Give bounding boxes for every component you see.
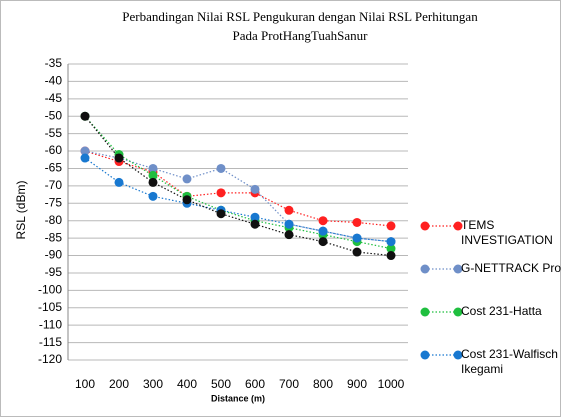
data-point <box>148 163 158 173</box>
series-line <box>84 157 392 243</box>
x-tick-label: 300 <box>143 377 163 391</box>
data-point <box>284 230 294 240</box>
x-tick-label: 500 <box>211 377 231 391</box>
x-axis-title: Distance (m) <box>211 393 265 403</box>
legend-marker <box>420 221 430 231</box>
data-point <box>80 146 90 156</box>
y-tick-label: -120 <box>38 352 62 366</box>
y-tick-label: -55 <box>45 126 63 140</box>
y-tick-label: -100 <box>38 283 62 297</box>
x-tick-label: 400 <box>177 377 197 391</box>
y-tick-label: -80 <box>45 213 63 227</box>
data-point <box>386 251 396 261</box>
legend-label: TEMS INVESTIGATION <box>461 218 553 247</box>
x-tick-label: 100 <box>75 377 95 391</box>
data-point <box>114 177 124 187</box>
y-axis-title: RSL (dBm) <box>14 181 28 240</box>
y-tick-label: -85 <box>45 230 63 244</box>
data-point <box>318 216 328 226</box>
data-point <box>284 219 294 229</box>
y-tick-label: -45 <box>45 91 63 105</box>
x-tick-label: 1000 <box>378 377 405 391</box>
y-tick-label: -65 <box>45 161 63 175</box>
legend-marker <box>453 307 463 317</box>
y-tick-label: -105 <box>38 300 62 314</box>
data-point <box>250 184 260 194</box>
data-point <box>148 177 158 187</box>
data-point <box>148 170 158 180</box>
y-tick-label: -50 <box>45 108 63 122</box>
data-point <box>284 205 294 215</box>
series-line <box>84 115 392 257</box>
y-tick-label: -115 <box>39 335 62 349</box>
data-point <box>352 233 362 243</box>
data-point <box>386 237 396 247</box>
y-tick-label: -70 <box>45 178 63 192</box>
legend-label: Cost 231-Walfisch Ikegami <box>461 347 558 376</box>
x-tick-label: 600 <box>245 377 265 391</box>
y-tick-label: -35 <box>45 56 63 70</box>
data-point <box>386 244 396 254</box>
data-point <box>148 191 158 201</box>
data-point <box>80 111 90 121</box>
data-point <box>114 153 124 163</box>
data-point <box>352 217 362 227</box>
data-point <box>216 163 226 173</box>
data-point <box>80 153 90 163</box>
chart-title: Perbandingan Nilai RSL Pengukuran dengan… <box>122 9 478 24</box>
data-point <box>216 209 226 219</box>
legend-marker <box>420 350 430 360</box>
y-tick-label: -95 <box>45 265 63 279</box>
y-tick-label: -75 <box>45 195 63 209</box>
data-point <box>386 221 396 231</box>
data-point <box>182 195 192 205</box>
series-line <box>84 150 392 227</box>
legend-marker <box>453 264 463 274</box>
y-tick-label: -90 <box>45 248 63 262</box>
data-point <box>250 212 260 222</box>
data-point <box>216 188 226 198</box>
series-line <box>84 115 392 250</box>
x-tick-label: 700 <box>279 377 299 391</box>
data-point <box>250 219 260 229</box>
legend-marker <box>453 221 463 231</box>
data-point <box>318 226 328 236</box>
legend-marker <box>420 264 430 274</box>
legend-marker <box>420 307 430 317</box>
x-tick-label: 900 <box>347 377 367 391</box>
series-line <box>84 150 392 243</box>
y-tick-label: -40 <box>45 74 63 88</box>
y-tick-label: -110 <box>39 317 62 331</box>
legend-label: G-NETTRACK Pro <box>461 261 561 275</box>
chart-title: Pada ProtHangTuahSanur <box>233 28 369 43</box>
x-tick-label: 800 <box>313 377 333 391</box>
x-tick-label: 200 <box>109 377 129 391</box>
data-point <box>318 237 328 247</box>
data-point <box>352 247 362 257</box>
legend-label: Cost 231-Hatta <box>461 304 542 318</box>
data-point <box>182 174 192 184</box>
y-tick-label: -60 <box>45 143 63 157</box>
legend-marker <box>453 350 463 360</box>
